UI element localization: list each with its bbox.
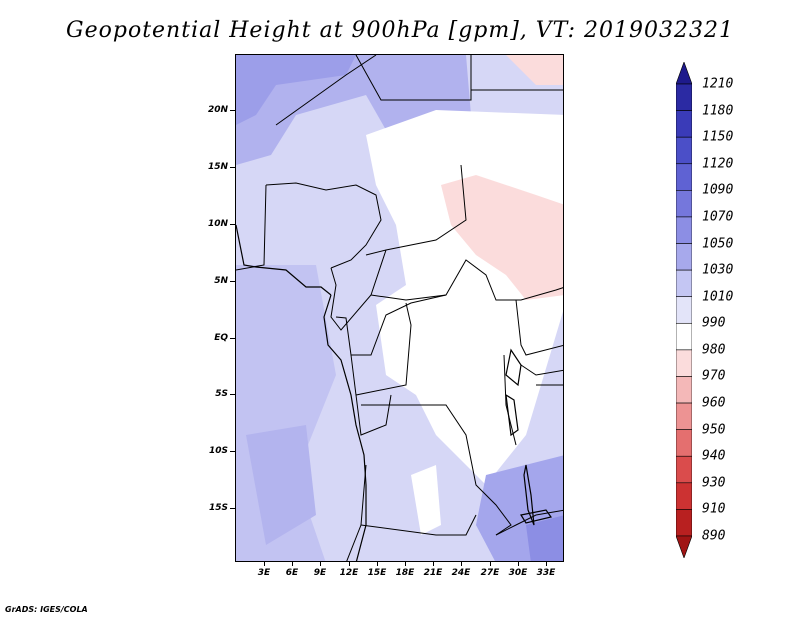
colorbar-label: 980 <box>702 342 726 358</box>
lat-label-eq: EQ <box>214 333 228 343</box>
colorbar-label: 1030 <box>702 262 734 278</box>
colorbar-label: 910 <box>702 501 726 517</box>
lat-tick <box>230 224 235 225</box>
colorbar-segment <box>676 190 692 218</box>
lon-label-3e: 3E <box>257 568 271 578</box>
credit-label: GrADS: IGES/COLA <box>5 605 88 614</box>
lon-label-30e: 30E <box>508 568 528 578</box>
lon-label-18e: 18E <box>395 568 415 578</box>
lon-tick <box>320 562 321 566</box>
colorbar-label: 1150 <box>702 129 734 145</box>
lon-tick <box>405 562 406 566</box>
lon-tick <box>490 562 491 566</box>
colorbar-segment <box>676 136 692 165</box>
lon-label-24e: 24E <box>451 568 471 578</box>
lon-tick <box>433 562 434 566</box>
colorbar-segment <box>676 322 692 351</box>
colorbar-label: 940 <box>702 448 726 464</box>
field-pink-north <box>506 55 563 85</box>
lat-tick <box>230 394 235 395</box>
colorbar-segment <box>676 402 692 430</box>
lat-label-15s: 15S <box>208 503 228 513</box>
lon-label-9e: 9E <box>313 568 327 578</box>
colorbar-segment <box>676 376 692 404</box>
field-pink-east <box>441 175 563 300</box>
lon-tick <box>377 562 378 566</box>
colorbar-label: 970 <box>702 368 726 384</box>
lat-tick <box>230 338 235 339</box>
lon-tick <box>518 562 519 566</box>
colorbar-segment <box>676 269 692 298</box>
colorbar-label: 1050 <box>702 236 734 252</box>
field-high-northwest <box>236 55 356 125</box>
lat-tick <box>230 281 235 282</box>
country-borders <box>236 55 563 561</box>
colorbar-top-arrow <box>676 62 692 85</box>
colorbar-label: 950 <box>702 422 726 438</box>
colorbar-segment <box>676 83 692 111</box>
lon-tick <box>292 562 293 566</box>
lon-label-33e: 33E <box>536 568 556 578</box>
lon-tick <box>349 562 350 566</box>
chart-title: Geopotential Height at 900hPa [gpm], VT:… <box>66 18 734 43</box>
lat-label-10s: 10S <box>208 446 228 456</box>
colorbar-segment <box>676 163 692 191</box>
lat-label-5s: 5S <box>215 389 228 399</box>
lon-label-27e: 27E <box>480 568 500 578</box>
lon-label-12e: 12E <box>339 568 359 578</box>
colorbar-segment <box>676 482 692 510</box>
colorbar-segment <box>676 296 692 324</box>
lat-tick <box>230 508 235 509</box>
field-low-south <box>411 465 441 535</box>
lon-tick <box>264 562 265 566</box>
lat-label-20n: 20N <box>207 105 228 115</box>
lon-label-15e: 15E <box>367 568 387 578</box>
lat-label-5n: 5N <box>214 276 228 286</box>
colorbar-label: 1010 <box>702 289 734 305</box>
lakes <box>505 348 553 526</box>
colorbar-bottom-arrow <box>676 535 692 558</box>
colorbar-segments <box>676 62 692 558</box>
lon-label-6e: 6E <box>285 568 299 578</box>
colorbar-segment <box>676 349 692 377</box>
height-field-map <box>236 55 563 561</box>
colorbar-segment <box>676 455 692 484</box>
colorbar-label: 1090 <box>702 182 734 198</box>
lon-tick <box>461 562 462 566</box>
colorbar-label: 960 <box>702 395 726 411</box>
lon-label-21e: 21E <box>423 568 443 578</box>
colorbar-label: 890 <box>702 528 726 544</box>
colorbar-label: 1180 <box>702 103 734 119</box>
colorbar-segment <box>676 243 692 271</box>
colorbar-segment <box>676 509 692 537</box>
colorbar-label: 1210 <box>702 76 734 92</box>
colorbar-label: 1070 <box>702 209 734 225</box>
colorbar-label: 1120 <box>702 156 734 172</box>
field-high-north <box>236 55 471 165</box>
field-southwest <box>246 425 316 545</box>
colorbar-segment <box>676 216 692 244</box>
colorbar-label: 990 <box>702 315 726 331</box>
lat-label-10n: 10N <box>207 219 228 229</box>
lat-tick <box>230 451 235 452</box>
colorbar <box>676 62 692 558</box>
coastline <box>236 224 367 561</box>
colorbar-segment <box>676 429 692 457</box>
lon-tick <box>546 562 547 566</box>
lat-tick <box>230 167 235 168</box>
colorbar-segment <box>676 110 692 138</box>
map-panel <box>235 54 564 562</box>
colorbar-label: 930 <box>702 475 726 491</box>
field-high-southeast-core <box>526 515 563 561</box>
lat-label-15n: 15N <box>207 162 228 172</box>
lat-tick <box>230 110 235 111</box>
